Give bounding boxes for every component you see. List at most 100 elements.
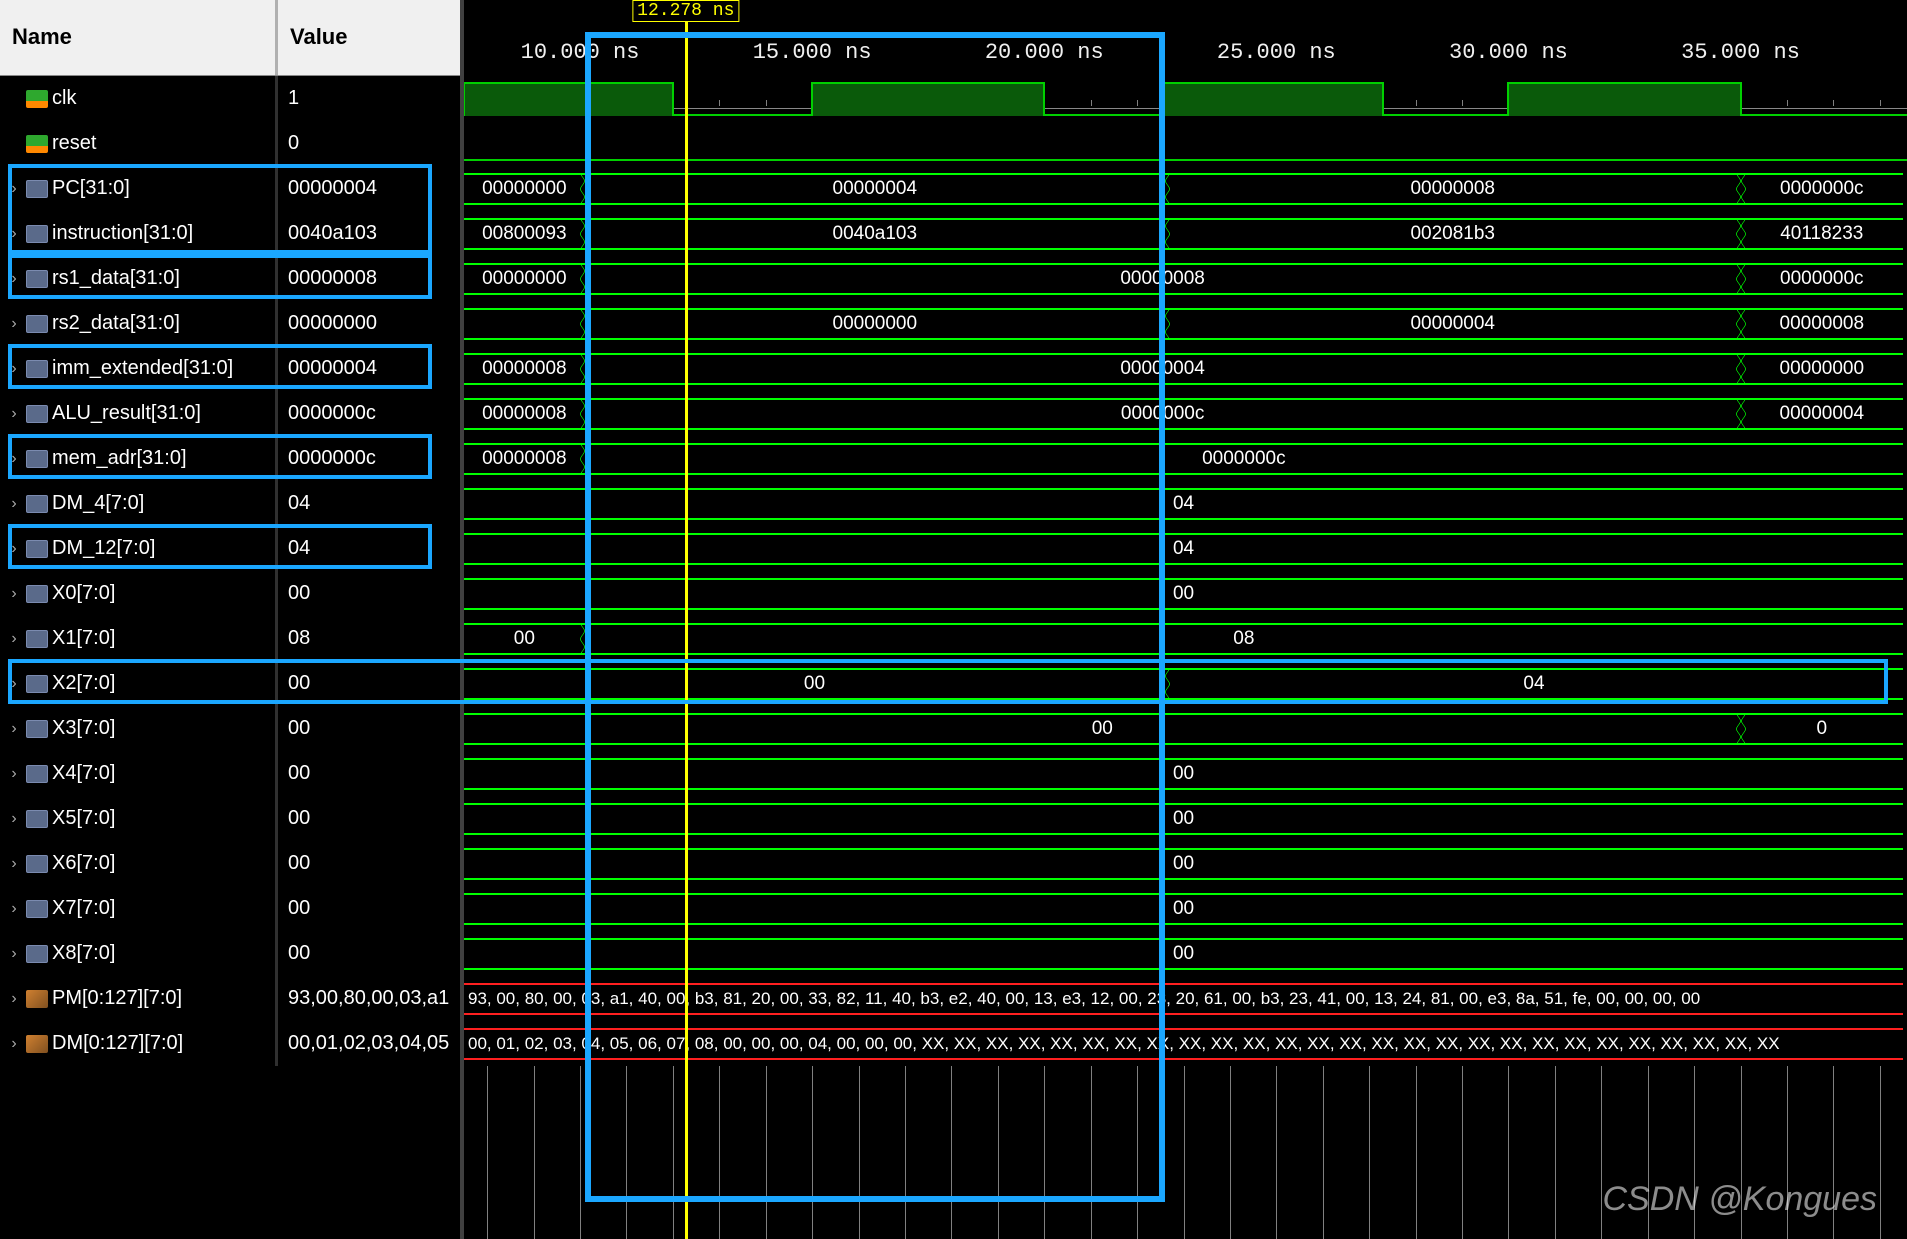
expand-icon[interactable]: › <box>6 765 22 783</box>
signal-row[interactable]: ›instruction[31:0]0040a103 <box>0 211 460 256</box>
signal-row[interactable]: ›X7[7:0]00 <box>0 886 460 931</box>
wave-row[interactable]: 0004 <box>464 661 1907 706</box>
wave-row[interactable]: 0000000000000004000000080000000c <box>464 166 1907 211</box>
expand-icon[interactable]: › <box>6 225 22 243</box>
wave-row[interactable]: 00 <box>464 796 1907 841</box>
expand-icon[interactable]: › <box>6 270 22 288</box>
expand-icon[interactable]: › <box>6 855 22 873</box>
bus-segment: 04 <box>1165 668 1903 700</box>
cursor-line[interactable] <box>685 0 688 1239</box>
signal-row[interactable]: ›PC[31:0]00000004 <box>0 166 460 211</box>
signal-row[interactable]: ›DM_4[7:0]04 <box>0 481 460 526</box>
signal-name-cell[interactable]: ›X3[7:0] <box>0 706 278 751</box>
waveform-panel[interactable]: 10.000 ns15.000 ns20.000 ns25.000 ns30.0… <box>464 0 1907 1239</box>
signal-row[interactable]: ›X1[7:0]08 <box>0 616 460 661</box>
expand-icon[interactable]: › <box>6 810 22 828</box>
signal-name-cell[interactable]: ›rs1_data[31:0] <box>0 256 278 301</box>
expand-icon[interactable]: › <box>6 900 22 918</box>
wave-row[interactable]: 000 <box>464 706 1907 751</box>
signal-name-cell[interactable]: reset <box>0 121 278 166</box>
bus-segment: 00 <box>464 713 1741 745</box>
signal-name-cell[interactable]: ›X7[7:0] <box>0 886 278 931</box>
name-header[interactable]: Name <box>0 0 278 75</box>
wave-row[interactable]: 00 <box>464 751 1907 796</box>
signal-name-cell[interactable]: clk <box>0 76 278 121</box>
signal-row[interactable]: clk1 <box>0 76 460 121</box>
signal-value-cell: 00 <box>278 796 460 841</box>
cursor-marker[interactable]: 12.278 ns <box>632 0 739 22</box>
expand-icon[interactable]: › <box>6 540 22 558</box>
expand-icon[interactable]: › <box>6 585 22 603</box>
wave-row[interactable]: 008000930040a103002081b340118233 <box>464 211 1907 256</box>
expand-icon[interactable]: › <box>6 720 22 738</box>
wave-row[interactable]: 00000000000000080000000c <box>464 256 1907 301</box>
expand-icon[interactable]: › <box>6 1035 22 1053</box>
signal-row[interactable]: ›X8[7:0]00 <box>0 931 460 976</box>
signal-name-cell[interactable]: › DM_4[7:0] <box>0 481 278 526</box>
expand-icon[interactable]: › <box>6 360 22 378</box>
signal-row[interactable]: ›imm_extended[31:0]00000004 <box>0 346 460 391</box>
signal-name-cell[interactable]: ›PC[31:0] <box>0 166 278 211</box>
expand-icon[interactable]: › <box>6 405 22 423</box>
signal-row[interactable]: ›ALU_result[31:0]0000000c <box>0 391 460 436</box>
signal-name-cell[interactable]: ›ALU_result[31:0] <box>0 391 278 436</box>
signal-name-cell[interactable]: ›X8[7:0] <box>0 931 278 976</box>
signal-name-cell[interactable]: ›X4[7:0] <box>0 751 278 796</box>
signal-row[interactable]: ›PM[0:127][7:0]93,00,80,00,03,a1 <box>0 976 460 1021</box>
expand-icon[interactable]: › <box>6 495 22 513</box>
signal-name-cell[interactable]: › PM[0:127][7:0] <box>0 976 278 1021</box>
signal-name-cell[interactable]: ›X1[7:0] <box>0 616 278 661</box>
signal-row[interactable]: ›DM_12[7:0]04 <box>0 526 460 571</box>
wave-row[interactable]: 00 <box>464 931 1907 976</box>
signal-row[interactable]: ›X0[7:0]00 <box>0 571 460 616</box>
wave-row[interactable]: 000000080000000400000000 <box>464 346 1907 391</box>
wave-row[interactable] <box>464 121 1907 166</box>
signal-row[interactable]: ›X4[7:0]00 <box>0 751 460 796</box>
signal-row[interactable]: ›X6[7:0]00 <box>0 841 460 886</box>
signal-row[interactable]: ›X3[7:0]00 <box>0 706 460 751</box>
expand-icon[interactable]: › <box>6 945 22 963</box>
signal-row[interactable]: ›X5[7:0]00 <box>0 796 460 841</box>
expand-icon[interactable]: › <box>6 315 22 333</box>
wave-row[interactable]: 04 <box>464 481 1907 526</box>
signal-value-cell: 08 <box>278 616 460 661</box>
signal-name-cell[interactable]: ›mem_adr[31:0] <box>0 436 278 481</box>
wave-row[interactable]: 04 <box>464 526 1907 571</box>
wave-row[interactable]: 00, 01, 02, 03, 04, 05, 06, 07, 08, 00, … <box>464 1021 1907 1066</box>
signal-name-cell[interactable]: ›DM[0:127][7:0] <box>0 1021 278 1066</box>
expand-icon[interactable]: › <box>6 450 22 468</box>
signal-name-cell[interactable]: ›instruction[31:0] <box>0 211 278 256</box>
value-header[interactable]: Value <box>278 0 460 75</box>
signal-name-cell[interactable]: ›DM_12[7:0] <box>0 526 278 571</box>
wave-row[interactable]: 93, 00, 80, 00, 03, a1, 40, 00, b3, 81, … <box>464 976 1907 1021</box>
bus-segment: 00 <box>464 623 585 655</box>
expand-icon[interactable]: › <box>6 675 22 693</box>
expand-icon[interactable]: › <box>6 180 22 198</box>
wave-row[interactable] <box>464 76 1907 121</box>
wave-row[interactable]: 00 <box>464 841 1907 886</box>
wave-row[interactable]: 000000080000000c00000004 <box>464 391 1907 436</box>
signal-name-label: DM_4[7:0] <box>52 492 144 515</box>
signal-row[interactable]: ›X2[7:0]00 <box>0 661 460 706</box>
signal-name-cell[interactable]: ›imm_extended[31:0] <box>0 346 278 391</box>
signal-name-cell[interactable]: ›X5[7:0] <box>0 796 278 841</box>
wave-row[interactable]: 00 <box>464 571 1907 616</box>
bus-segment: 00 <box>464 668 1165 700</box>
signal-row[interactable]: ›rs2_data[31:0]00000000 <box>0 301 460 346</box>
signal-name-label: PM[0:127][7:0] <box>52 987 182 1010</box>
wave-row[interactable]: 0008 <box>464 616 1907 661</box>
signal-name-cell[interactable]: ›X2[7:0] <box>0 661 278 706</box>
signal-row[interactable]: ›rs1_data[31:0]00000008 <box>0 256 460 301</box>
wave-row[interactable]: 00 <box>464 886 1907 931</box>
wave-row[interactable]: 000000000000000400000008 <box>464 301 1907 346</box>
signal-name-cell[interactable]: ›X0[7:0] <box>0 571 278 616</box>
expand-icon[interactable]: › <box>6 630 22 648</box>
expand-icon[interactable]: › <box>6 990 22 1008</box>
wave-row[interactable]: 000000080000000c <box>464 436 1907 481</box>
signal-row[interactable]: ›mem_adr[31:0]0000000c <box>0 436 460 481</box>
signal-row[interactable]: ›DM[0:127][7:0]00,01,02,03,04,05 <box>0 1021 460 1066</box>
signal-name-cell[interactable]: ›rs2_data[31:0] <box>0 301 278 346</box>
signal-name-cell[interactable]: ›X6[7:0] <box>0 841 278 886</box>
signal-row[interactable]: reset0 <box>0 121 460 166</box>
bus-segment: 00000004 <box>585 173 1165 205</box>
